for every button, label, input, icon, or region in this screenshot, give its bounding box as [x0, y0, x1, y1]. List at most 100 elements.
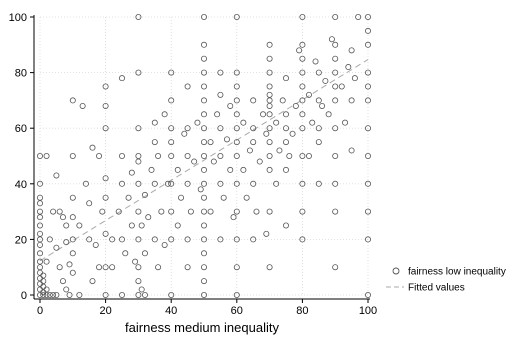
data-point: [364, 152, 371, 159]
data-point: [102, 125, 109, 132]
data-point: [141, 291, 148, 298]
data-point: [184, 264, 191, 271]
data-point: [197, 186, 204, 193]
data-point: [168, 236, 175, 243]
data-point: [266, 166, 273, 173]
data-point: [168, 180, 175, 187]
data-point: [138, 222, 145, 229]
data-point: [178, 194, 185, 201]
data-point: [158, 208, 165, 215]
data-point: [332, 125, 339, 132]
data-point: [233, 111, 240, 118]
data-point: [102, 83, 109, 90]
data-point: [96, 152, 103, 159]
data-point: [66, 261, 73, 268]
data-point: [69, 236, 76, 243]
data-point: [296, 47, 303, 54]
data-point: [256, 158, 263, 165]
data-point: [266, 139, 273, 146]
data-point: [351, 75, 358, 82]
data-point: [200, 111, 207, 118]
data-point: [135, 13, 142, 20]
data-point: [233, 125, 240, 132]
data-point: [355, 13, 362, 20]
data-point: [332, 180, 339, 187]
data-point: [200, 152, 207, 159]
data-point: [102, 194, 109, 201]
data-point: [217, 152, 224, 159]
y-tick-label: 60: [15, 123, 27, 135]
data-point: [299, 13, 306, 20]
data-point: [200, 250, 207, 257]
data-point: [233, 264, 240, 271]
data-point: [102, 291, 109, 298]
data-point: [322, 77, 329, 84]
data-point: [266, 208, 273, 215]
data-point: [174, 166, 181, 173]
data-point: [155, 264, 162, 271]
data-point: [82, 180, 89, 187]
data-point: [332, 41, 339, 48]
data-point: [115, 208, 122, 215]
data-point: [200, 166, 207, 173]
data-point: [305, 152, 312, 159]
data-point: [135, 208, 142, 215]
data-point: [37, 180, 44, 187]
data-point: [46, 236, 53, 243]
data-point: [233, 291, 240, 298]
data-point: [332, 152, 339, 159]
data-point: [332, 97, 339, 104]
data-point: [200, 236, 207, 243]
data-point: [168, 291, 175, 298]
data-point: [79, 102, 86, 109]
data-point: [282, 125, 289, 132]
data-point: [200, 264, 207, 271]
data-point: [227, 166, 234, 173]
data-point: [119, 152, 126, 159]
data-point: [174, 222, 181, 229]
data-point: [266, 125, 273, 132]
data-point: [89, 278, 96, 285]
data-point: [217, 69, 224, 76]
data-point: [200, 194, 207, 201]
data-point: [319, 102, 326, 109]
data-point: [50, 291, 57, 298]
data-point: [279, 97, 286, 104]
data-point: [243, 194, 250, 201]
data-point: [315, 97, 322, 104]
fitted-line-group: [39, 59, 369, 262]
y-tick-label: 20: [15, 234, 27, 246]
data-point: [233, 97, 240, 104]
data-point: [89, 144, 96, 151]
data-point: [250, 125, 257, 132]
data-point: [200, 69, 207, 76]
data-point: [135, 152, 142, 159]
data-point: [119, 75, 126, 82]
data-point: [37, 194, 44, 201]
data-point: [233, 83, 240, 90]
data-point: [207, 208, 214, 215]
data-point: [141, 250, 148, 257]
data-point: [246, 147, 253, 154]
data-point: [332, 264, 339, 271]
data-point: [276, 147, 283, 154]
data-point: [135, 264, 142, 271]
data-point: [102, 264, 109, 271]
data-point: [135, 291, 142, 298]
data-point: [292, 102, 299, 109]
data-point: [325, 111, 332, 118]
data-point: [151, 236, 158, 243]
data-point: [43, 152, 50, 159]
data-point: [364, 291, 371, 298]
data-point: [240, 119, 247, 126]
data-point: [312, 58, 319, 65]
data-point: [69, 152, 76, 159]
data-point: [59, 278, 66, 285]
data-point: [109, 236, 116, 243]
data-point: [282, 111, 289, 118]
data-point: [53, 172, 60, 179]
data-point: [200, 208, 207, 215]
data-point: [364, 236, 371, 243]
data-point: [364, 125, 371, 132]
